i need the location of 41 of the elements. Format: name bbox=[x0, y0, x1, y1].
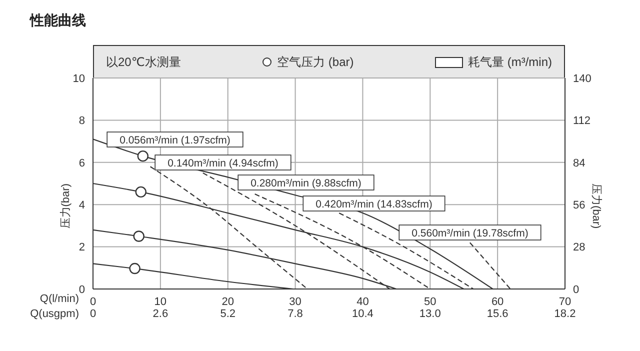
text: 以20℃水测量 bbox=[106, 54, 181, 70]
x2-tick-label: 18.2 bbox=[554, 308, 576, 320]
y2-tick-label: 56 bbox=[573, 200, 586, 212]
y-tick-label: 4 bbox=[78, 200, 85, 212]
x2-tick-label: 5.2 bbox=[220, 308, 236, 320]
x2-axis-title: Q(usgpm) bbox=[30, 308, 79, 320]
y-tick-label: 10 bbox=[72, 72, 85, 85]
x-tick-label: 20 bbox=[222, 296, 234, 308]
y-tick-label: 2 bbox=[78, 242, 85, 254]
annotation: 0.056m³/min (1.97scfm) bbox=[120, 134, 230, 146]
y-tick-label: 6 bbox=[78, 157, 85, 170]
x-tick-label: 10 bbox=[154, 296, 167, 308]
annotation: 0.420m³/min (14.83scfm) bbox=[316, 198, 432, 210]
x2-tick-label: 7.8 bbox=[288, 308, 303, 320]
x2-tick-label: 2.6 bbox=[152, 308, 168, 320]
x-tick-label: 30 bbox=[289, 296, 302, 308]
y2-tick-label: 28 bbox=[573, 242, 586, 254]
legend-label: 空气压力 (bar) bbox=[277, 54, 354, 70]
x-tick-label: 50 bbox=[424, 296, 436, 308]
y2-tick-label: 112 bbox=[573, 115, 591, 128]
annotation: 0.140m³/min (4.94scfm) bbox=[168, 158, 278, 170]
x-tick-label: 40 bbox=[356, 296, 369, 308]
x2-tick-label: 15.6 bbox=[486, 308, 508, 320]
y-axis-title: 压力(bar) bbox=[58, 184, 72, 229]
chart-title: 性能曲线 bbox=[30, 12, 86, 30]
x2-tick-label: 0 bbox=[90, 308, 96, 320]
y-tick-label: 8 bbox=[78, 115, 85, 128]
x2-tick-label: 10.4 bbox=[352, 308, 374, 320]
x-tick-label: 70 bbox=[558, 296, 572, 308]
y2-axis-title: 压力(bar) bbox=[590, 184, 604, 229]
annotation: 0.560m³/min (19.78scfm) bbox=[412, 228, 528, 240]
text: 耗气量 (m³/min) bbox=[468, 54, 552, 70]
annotation: 0.280m³/min (9.88scfm) bbox=[250, 178, 362, 190]
x2-tick-label: 13.0 bbox=[419, 308, 441, 320]
x-axis-title: Q(l/min) bbox=[40, 293, 79, 305]
y-tick-label: 0 bbox=[78, 284, 85, 296]
y2-tick-label: 0 bbox=[573, 284, 580, 296]
x-tick-label: 60 bbox=[491, 296, 504, 308]
y2-tick-label: 140 bbox=[573, 72, 592, 85]
x-tick-label: 0 bbox=[90, 296, 96, 308]
y2-tick-label: 84 bbox=[573, 157, 586, 170]
